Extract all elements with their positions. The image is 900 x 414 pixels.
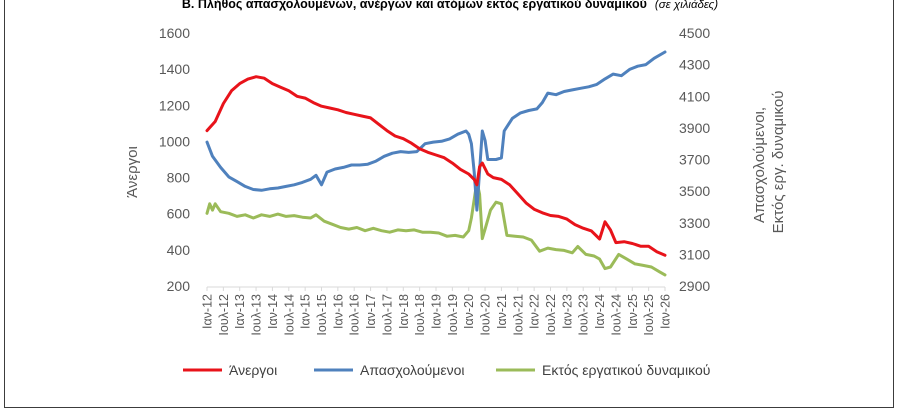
right-tick-label: 4100 xyxy=(679,88,710,104)
left-tick-label: 1400 xyxy=(159,61,190,77)
right-tick-label: 4500 xyxy=(679,25,710,41)
x-tick-label: Ιαν-21 xyxy=(495,294,509,329)
chart-title-line: Β. Πλήθος απασχολουμένων, ανέργων και ατ… xyxy=(0,0,900,11)
chart-title: Β. Πλήθος απασχολουμένων, ανέργων και ατ… xyxy=(181,0,647,11)
right-axis-title-line1: Απασχολούμενοι, xyxy=(751,107,768,223)
x-tick-label: Ιουλ-18 xyxy=(413,294,427,336)
x-tick-label: Ιαν-15 xyxy=(299,294,313,329)
right-axis-ticks: 2900 3100 3300 3500 3700 3900 4100 4300 4500 xyxy=(679,25,710,294)
x-tick-label: Ιαν-19 xyxy=(430,294,444,329)
x-tick-label: Ιουλ-22 xyxy=(544,294,558,336)
left-tick-label: 600 xyxy=(167,206,191,222)
x-tick-label: Ιαν-17 xyxy=(364,294,378,329)
left-tick-label: 200 xyxy=(167,278,191,294)
x-tick-label: Ιαν-23 xyxy=(560,294,574,329)
series-line-right-2 xyxy=(205,180,667,277)
x-tick-label: Ιουλ-21 xyxy=(511,294,525,336)
right-tick-label: 2900 xyxy=(679,278,710,294)
x-tick-label: Ιουλ-15 xyxy=(315,294,329,336)
series-line-left-0 xyxy=(205,75,667,257)
chart-subtitle: (σε χιλιάδες) xyxy=(654,0,719,11)
x-tick-label: Ιουλ-14 xyxy=(282,294,296,336)
right-tick-label: 3900 xyxy=(679,120,710,136)
x-tick-label: Ιαν-18 xyxy=(397,294,411,329)
x-tick-label: Ιαν-12 xyxy=(201,294,215,329)
right-tick-label: 3700 xyxy=(679,152,710,168)
x-tick-label: Ιαν-26 xyxy=(659,294,673,329)
legend-label: Εκτός εργατικού δυναμικού xyxy=(542,362,710,378)
x-tick-label: Ιουλ-13 xyxy=(250,294,264,336)
left-tick-label: 800 xyxy=(167,170,191,186)
x-tick-label: Ιουλ-25 xyxy=(642,294,656,336)
legend-label: Άνεργοι xyxy=(229,362,277,378)
right-axis-title-line2: Εκτός εργ. δυναμικού xyxy=(770,91,787,234)
x-tick-label: Ιαν-20 xyxy=(462,294,476,329)
x-tick-label: Ιαν-22 xyxy=(528,294,542,329)
x-tick-label: Ιαν-13 xyxy=(233,294,247,329)
x-axis-ticks: Ιαν-12 Ιουλ-12 Ιαν-13 Ιουλ-13 Ιαν-14 Ιουλ-14 Ι… xyxy=(201,287,673,336)
x-tick-label: Ιουλ-16 xyxy=(348,294,362,336)
left-tick-label: 1200 xyxy=(159,97,190,113)
x-tick-label: Ιουλ-24 xyxy=(609,294,623,336)
series-line-right-1 xyxy=(205,50,667,212)
left-axis-ticks: 200 400 600 800 1000 1200 1400 1600 xyxy=(159,25,190,294)
left-tick-label: 400 xyxy=(167,242,191,258)
left-tick-label: 1000 xyxy=(159,133,190,149)
right-tick-label: 4300 xyxy=(679,57,710,73)
x-tick-label: Ιαν-16 xyxy=(331,294,345,329)
x-tick-label: Ιουλ-23 xyxy=(577,294,591,336)
left-tick-label: 1600 xyxy=(159,25,190,41)
legend: Άνεργοι Απασχολούμενοι Εκτός εργατικού δυν… xyxy=(183,362,710,378)
x-tick-label: Ιουλ-20 xyxy=(479,294,493,336)
x-tick-label: Ιαν-14 xyxy=(266,294,280,329)
right-tick-label: 3300 xyxy=(679,215,710,231)
x-tick-label: Ιαν-24 xyxy=(593,294,607,329)
x-tick-label: Ιουλ-12 xyxy=(217,294,231,336)
legend-label: Απασχολούμενοι xyxy=(360,362,464,378)
chart-frame xyxy=(4,0,894,408)
series-lines xyxy=(205,50,667,277)
left-axis-title: Άνεργοι xyxy=(124,146,141,198)
x-tick-label: Ιουλ-19 xyxy=(446,294,460,336)
right-tick-label: 3100 xyxy=(679,246,710,262)
x-tick-label: Ιαν-25 xyxy=(626,294,640,329)
right-tick-label: 3500 xyxy=(679,183,710,199)
x-tick-label: Ιουλ-17 xyxy=(380,294,394,336)
